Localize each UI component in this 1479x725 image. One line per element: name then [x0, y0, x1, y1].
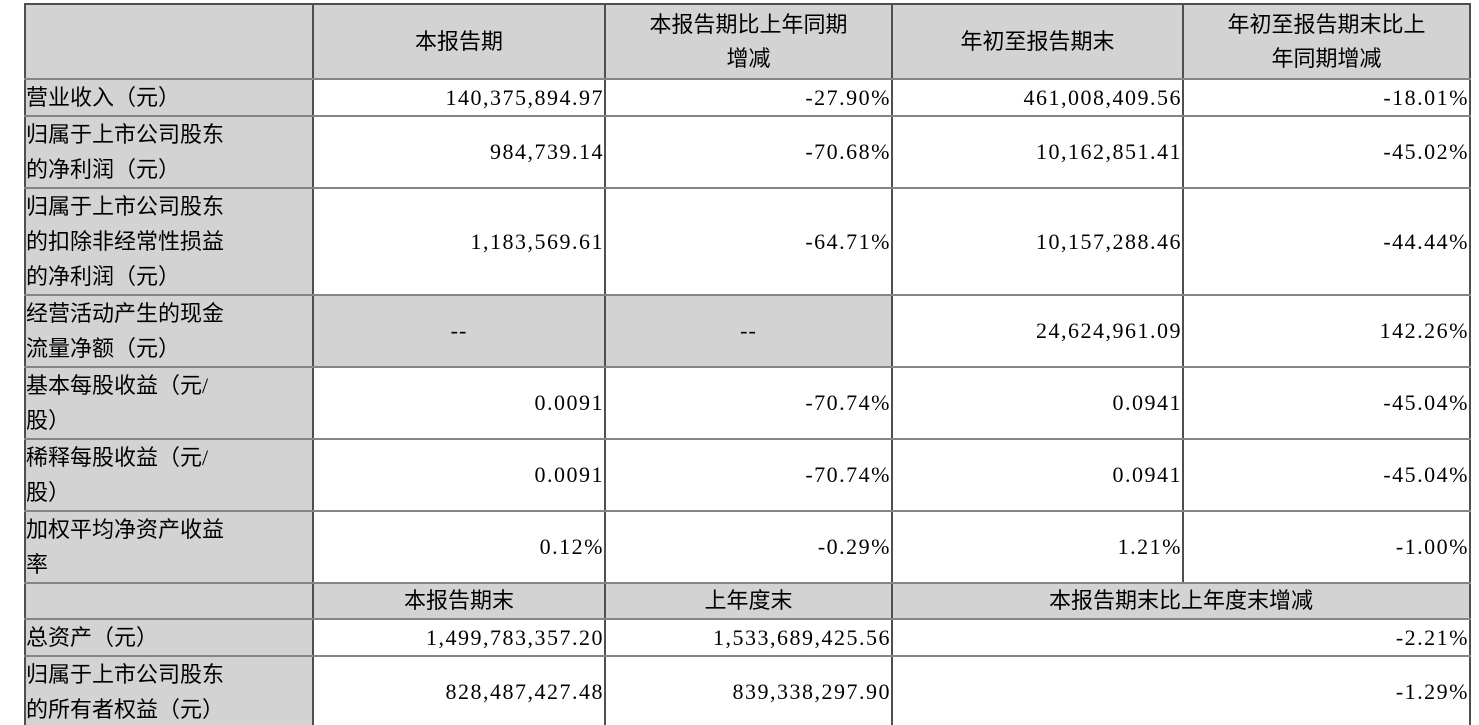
row-label: 经营活动产生的现金 流量净额（元）	[25, 295, 314, 368]
value-cell: -70.74%	[605, 439, 893, 512]
row-label: 归属于上市公司股东 的扣除非经常性损益 的净利润（元）	[25, 188, 314, 296]
table-row-total-assets: 总资产（元） 1,499,783,357.20 1,533,689,425.56…	[25, 619, 1471, 657]
value-cell-dash: --	[313, 295, 606, 368]
table-row-operating-revenue: 营业收入（元） 140,375,894.97 -27.90% 461,008,4…	[25, 79, 1471, 117]
col-header-end-of-prior-year: 上年度末	[605, 583, 893, 620]
financial-summary-table: 本报告期 本报告期比上年同期 增减 年初至报告期末 年初至报告期末比上 年同期增…	[24, 3, 1471, 725]
value-cell: 0.0091	[313, 439, 606, 512]
value-cell: 1,499,783,357.20	[313, 619, 606, 657]
row-label: 总资产（元）	[25, 619, 314, 657]
col-header-current-period-yoy-change: 本报告期比上年同期 增减	[605, 4, 893, 80]
table-row-net-profit: 归属于上市公司股东 的净利润（元） 984,739.14 -70.68% 10,…	[25, 116, 1471, 189]
value-cell: -18.01%	[1183, 79, 1471, 117]
col-header-change-vs-prior-year-end: 本报告期末比上年度末增减	[892, 583, 1471, 620]
table-row-operating-cash-flow: 经营活动产生的现金 流量净额（元） -- -- 24,624,961.09 14…	[25, 295, 1471, 368]
row-label: 基本每股收益（元/ 股）	[25, 367, 314, 440]
value-cell: 828,487,427.48	[313, 656, 606, 725]
value-cell: -0.29%	[605, 511, 893, 584]
value-cell-dash: --	[605, 295, 893, 368]
row-label: 加权平均净资产收益 率	[25, 511, 314, 584]
table-row-weighted-avg-roe: 加权平均净资产收益 率 0.12% -0.29% 1.21% -1.00%	[25, 511, 1471, 584]
value-cell: 839,338,297.90	[605, 656, 893, 725]
value-cell: 140,375,894.97	[313, 79, 606, 117]
value-cell: 1,533,689,425.56	[605, 619, 893, 657]
value-cell: -1.29%	[892, 656, 1471, 725]
col-header-current-period: 本报告期	[313, 4, 606, 80]
value-cell: -27.90%	[605, 79, 893, 117]
value-cell: 984,739.14	[313, 116, 606, 189]
table-header-row: 本报告期 本报告期比上年同期 增减 年初至报告期末 年初至报告期末比上 年同期增…	[25, 4, 1471, 80]
value-cell: -70.68%	[605, 116, 893, 189]
value-cell: -45.04%	[1183, 367, 1471, 440]
table-row-basic-eps: 基本每股收益（元/ 股） 0.0091 -70.74% 0.0941 -45.0…	[25, 367, 1471, 440]
col-header-end-of-period: 本报告期末	[313, 583, 606, 620]
value-cell: -45.02%	[1183, 116, 1471, 189]
value-cell: -1.00%	[1183, 511, 1471, 584]
value-cell: 1.21%	[892, 511, 1184, 584]
value-cell: 0.0941	[892, 439, 1184, 512]
row-label: 归属于上市公司股东 的所有者权益（元）	[25, 656, 314, 725]
col-header-year-to-date: 年初至报告期末	[892, 4, 1184, 80]
table-row-owners-equity: 归属于上市公司股东 的所有者权益（元） 828,487,427.48 839,3…	[25, 656, 1471, 725]
row-label: 稀释每股收益（元/ 股）	[25, 439, 314, 512]
value-cell: -64.71%	[605, 188, 893, 296]
value-cell: 0.12%	[313, 511, 606, 584]
col-header-ytd-yoy-change: 年初至报告期末比上 年同期增减	[1183, 4, 1471, 80]
value-cell: 142.26%	[1183, 295, 1471, 368]
table-row-net-profit-excl-nonrecurring: 归属于上市公司股东 的扣除非经常性损益 的净利润（元） 1,183,569.61…	[25, 188, 1471, 296]
subheader-empty-cell	[25, 583, 314, 620]
table-row-diluted-eps: 稀释每股收益（元/ 股） 0.0091 -70.74% 0.0941 -45.0…	[25, 439, 1471, 512]
row-label: 归属于上市公司股东 的净利润（元）	[25, 116, 314, 189]
value-cell: 1,183,569.61	[313, 188, 606, 296]
value-cell: 461,008,409.56	[892, 79, 1184, 117]
value-cell: -70.74%	[605, 367, 893, 440]
value-cell: 0.0091	[313, 367, 606, 440]
value-cell: -45.04%	[1183, 439, 1471, 512]
value-cell: 10,162,851.41	[892, 116, 1184, 189]
value-cell: 0.0941	[892, 367, 1184, 440]
value-cell: -44.44%	[1183, 188, 1471, 296]
value-cell: 24,624,961.09	[892, 295, 1184, 368]
header-empty-cell	[25, 4, 314, 80]
table-subheader-row: 本报告期末 上年度末 本报告期末比上年度末增减	[25, 583, 1471, 620]
value-cell: 10,157,288.46	[892, 188, 1184, 296]
row-label: 营业收入（元）	[25, 79, 314, 117]
value-cell: -2.21%	[892, 619, 1471, 657]
